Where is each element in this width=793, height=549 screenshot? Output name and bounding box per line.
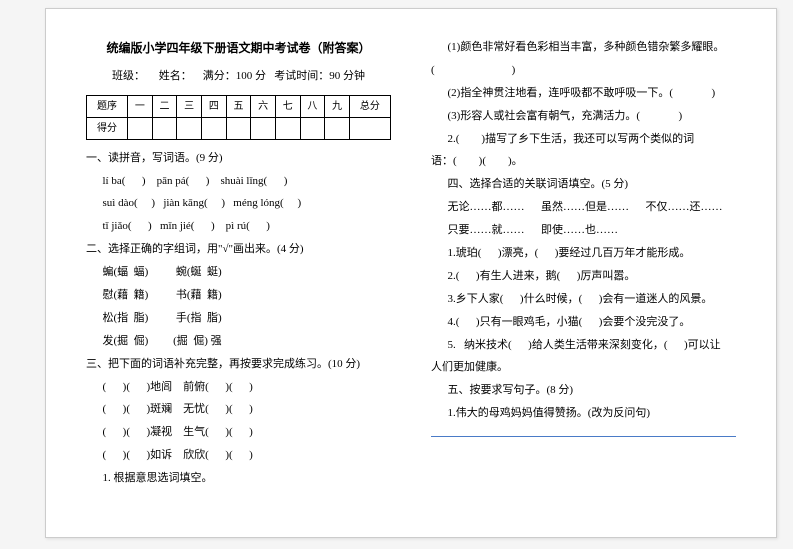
time-label: 考试时间：90 分钟: [274, 70, 365, 82]
r2: (2)指全神贯注地看，连呼吸都不敢呼吸一下。( ): [431, 83, 736, 104]
score-table: 题序 一 二 三 四 五 六 七 八 九 总分 得分: [86, 95, 391, 140]
paren: ): [211, 220, 215, 232]
total-label: 满分：100 分: [203, 70, 266, 82]
q4-line: 1.琥珀( )漂亮，( )要经过几百万年才能形成。: [431, 243, 736, 264]
r4b: 语：( )( )。: [431, 151, 736, 172]
exam-page: 统编版小学四年级下册语文期中考试卷（附答案） 班级： 姓名： 满分：100 分 …: [45, 8, 777, 538]
left-column: 统编版小学四年级下册语文期中考试卷（附答案） 班级： 姓名： 满分：100 分 …: [86, 37, 391, 517]
q4-title: 四、选择合适的关联词语填空。(5 分): [431, 174, 736, 195]
table-row: 得分: [87, 117, 391, 139]
name-label: 姓名：: [159, 70, 192, 82]
q5-line: 1.伟大的母鸡妈妈值得赞扬。(改为反问句): [431, 403, 736, 424]
cell: [251, 117, 276, 139]
q4-opts: 无论……都…… 虽然……但是…… 不仅……还……: [431, 197, 736, 218]
pinyin: shuài lǐng(: [220, 175, 267, 187]
pinyin: mǐn jié(: [160, 220, 195, 232]
cell: 得分: [87, 117, 128, 139]
pinyin: jiàn kāng(: [163, 197, 207, 209]
pinyin: lí ba(: [103, 175, 126, 187]
cell: [325, 117, 350, 139]
class-label: 班级：: [112, 70, 145, 82]
pinyin-row: suì dào( ) jiàn kāng( ) méng lóng( ): [86, 193, 391, 214]
q1-title: 一、读拼音，写词语。(9 分): [86, 148, 391, 169]
cell: 六: [251, 95, 276, 117]
q4-line: 5. 纳米技术( )给人类生活带来深刻变化，( )可以让: [431, 335, 736, 356]
r1: (1)颜色非常好看色彩相当丰富，多种颜色错杂繁多耀眼。: [431, 37, 736, 58]
cell: [177, 117, 202, 139]
paren: ): [284, 175, 288, 187]
q3-line: ( )( )如诉 欣欣( )( ): [86, 445, 391, 466]
exam-subtitle: 班级： 姓名： 满分：100 分 考试时间：90 分钟: [86, 66, 391, 87]
exam-title: 统编版小学四年级下册语文期中考试卷（附答案）: [86, 37, 391, 60]
cell: 一: [128, 95, 153, 117]
r3: (3)形容人或社会富有朝气，充满活力。( ): [431, 106, 736, 127]
answer-blank-line: [431, 436, 736, 437]
pinyin-row: tǐ jiǎo( ) mǐn jié( ) pì rú( ): [86, 216, 391, 237]
paren: ): [297, 197, 301, 209]
q2-line: 发(掘 倔) (掘 倔) 强: [86, 331, 391, 352]
r4: 2.( )描写了乡下生活，我还可以写两个类似的词: [431, 129, 736, 150]
q4-line: 4.( )只有一眼鸡毛，小猫( )会要个没完没了。: [431, 312, 736, 333]
cell: [202, 117, 227, 139]
cell: 题序: [87, 95, 128, 117]
q4-line: 2.( )有生人进来，鹅( )厉声叫嚣。: [431, 266, 736, 287]
q3-line: ( )( )斑斓 无忧( )( ): [86, 399, 391, 420]
cell: [275, 117, 300, 139]
pinyin-row: lí ba( ) pān pá( ) shuài lǐng( ): [86, 171, 391, 192]
q4-line: 3.乡下人家( )什么时候，( )会有一道迷人的风景。: [431, 289, 736, 310]
table-row: 题序 一 二 三 四 五 六 七 八 九 总分: [87, 95, 391, 117]
paren: ): [221, 197, 225, 209]
right-column: (1)颜色非常好看色彩相当丰富，多种颜色错杂繁多耀眼。 ( ) (2)指全神贯注…: [431, 37, 736, 517]
q2-line: 慰(藉 籍) 书(藉 籍): [86, 285, 391, 306]
cell: [349, 117, 390, 139]
q5-title: 五、按要求写句子。(8 分): [431, 380, 736, 401]
q3-sub1: 1. 根据意思选词填空。: [86, 468, 391, 489]
q4-opts: 只要……就…… 即使……也……: [431, 220, 736, 241]
q2-title: 二、选择正确的字组词，用"√"画出来。(4 分): [86, 239, 391, 260]
cell: [152, 117, 177, 139]
cell: 总分: [349, 95, 390, 117]
q4-line-b: 人们更加健康。: [431, 357, 736, 378]
q2-line: 松(指 脂) 手(指 脂): [86, 308, 391, 329]
cell: [300, 117, 325, 139]
q3-line: ( )( )地闾 前俯( )( ): [86, 377, 391, 398]
pinyin: pān pá(: [157, 175, 190, 187]
cell: [226, 117, 251, 139]
paren: ): [206, 175, 210, 187]
cell: 九: [325, 95, 350, 117]
pinyin: pì rú(: [226, 220, 250, 232]
q3-title: 三、把下面的词语补充完整，再按要求完成练习。(10 分): [86, 354, 391, 375]
pinyin: méng lóng(: [233, 197, 283, 209]
cell: 八: [300, 95, 325, 117]
pinyin: tǐ jiǎo(: [103, 220, 132, 232]
q3-line: ( )( )凝视 生气( )( ): [86, 422, 391, 443]
paren: ): [266, 220, 270, 232]
paren: ): [142, 175, 146, 187]
cell: 七: [275, 95, 300, 117]
cell: 二: [152, 95, 177, 117]
q2-line: 蝙(蝠 蝠) 蜿(蜒 蜓): [86, 262, 391, 283]
pinyin: suì dào(: [103, 197, 138, 209]
paren: ): [148, 220, 152, 232]
r1-blank: ( ): [431, 60, 736, 81]
cell: 三: [177, 95, 202, 117]
cell: 五: [226, 95, 251, 117]
cell: [128, 117, 153, 139]
cell: 四: [202, 95, 227, 117]
paren: ): [151, 197, 155, 209]
